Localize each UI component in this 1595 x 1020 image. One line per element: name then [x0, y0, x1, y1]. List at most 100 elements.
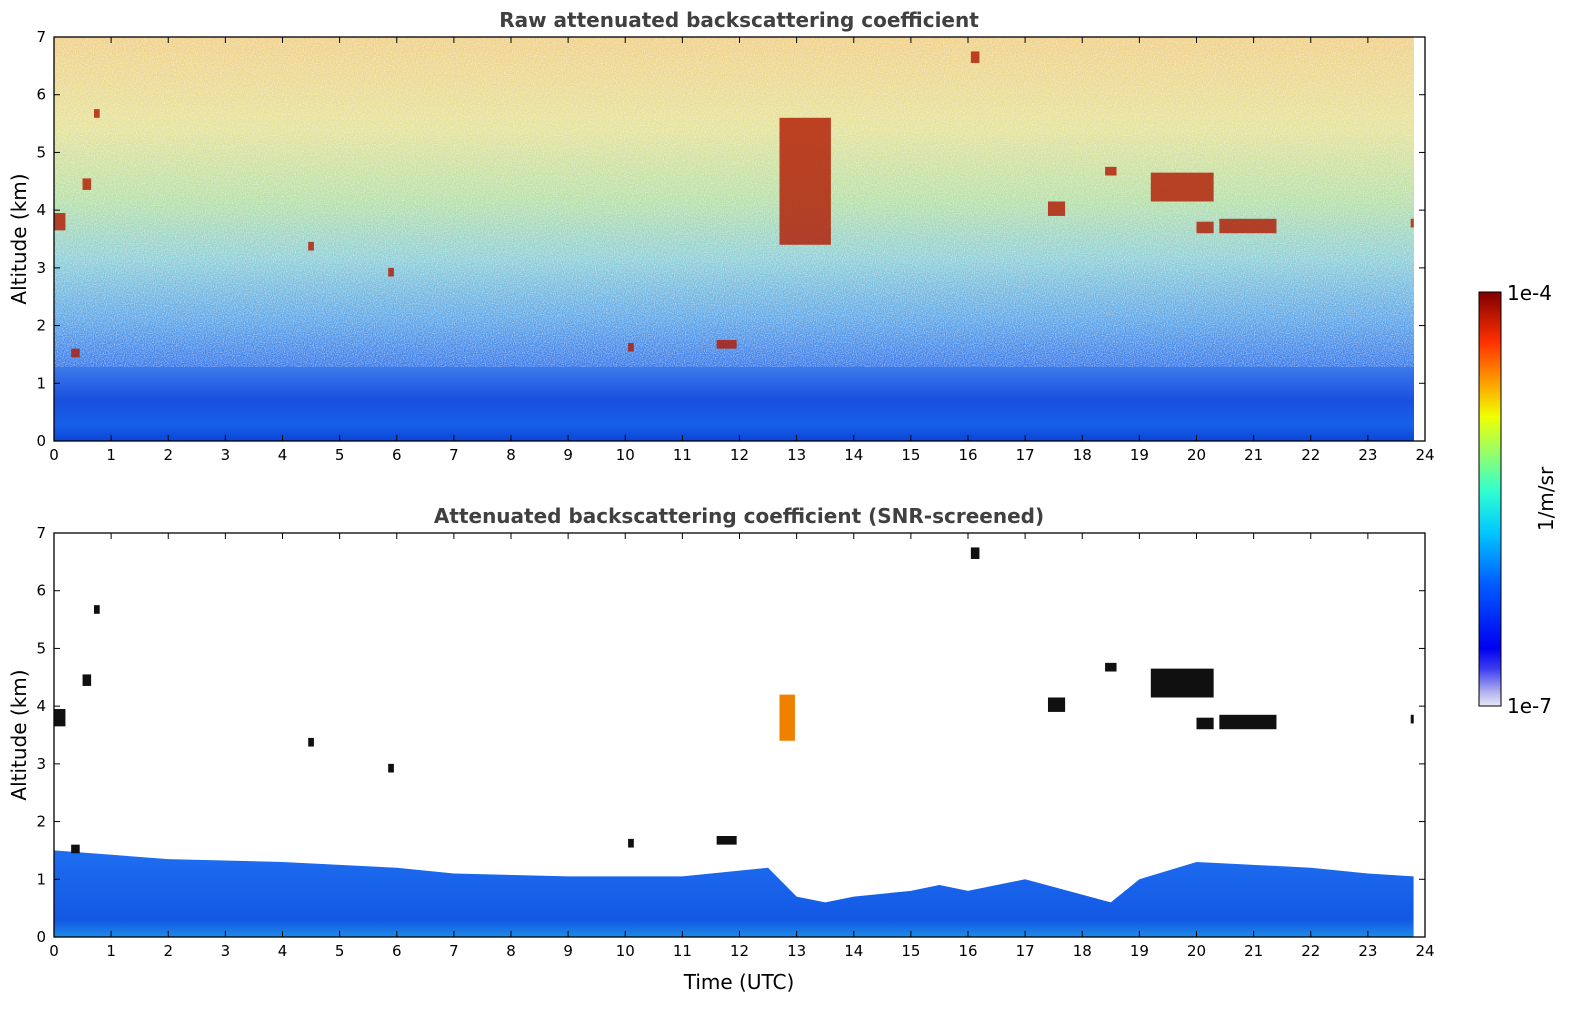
- screened-x-tick-label: 12: [730, 942, 749, 960]
- screened-y-tick-label: 1: [36, 870, 46, 888]
- raw-x-tick-label: 1: [106, 446, 116, 464]
- raw-cloud-patch: [1105, 166, 1117, 176]
- screened-x-tick-label: 14: [844, 942, 863, 960]
- raw-cloud-patch: [1410, 218, 1414, 228]
- raw-x-tick-label: 20: [1187, 446, 1206, 464]
- screened-x-tick-label: 11: [673, 942, 692, 960]
- screened-x-tick-label: 8: [506, 942, 516, 960]
- screened-cloud-patch: [1047, 697, 1066, 712]
- screened-x-tick-label: 23: [1358, 942, 1377, 960]
- screened-cloud-patch: [1196, 717, 1214, 730]
- raw-y-tick-label: 7: [36, 28, 46, 46]
- screened-x-tick-label: 1: [106, 942, 116, 960]
- screened-cloud-patch: [1219, 714, 1277, 730]
- raw-y-tick-label: 2: [36, 317, 46, 335]
- colorbar-min-label: 1e-7: [1507, 694, 1552, 718]
- screened-x-tick-label: 7: [449, 942, 459, 960]
- screened-x-tick-label: 24: [1415, 942, 1434, 960]
- screened-cloud-patch: [54, 709, 66, 727]
- raw-cloud-patch: [1219, 218, 1277, 234]
- colorbar: 1e-4 1e-7 1/m/sr: [1478, 281, 1558, 718]
- raw-x-tick-label: 24: [1415, 446, 1434, 464]
- screened-x-tick-label: 4: [278, 942, 288, 960]
- screened-y-tick-label: 5: [36, 639, 46, 657]
- raw-heatmap-noise: [54, 37, 1414, 367]
- raw-x-tick-label: 22: [1301, 446, 1320, 464]
- raw-x-tick-label: 3: [221, 446, 231, 464]
- screened-cloud-patch: [970, 547, 980, 559]
- raw-cloud-patch: [779, 117, 831, 245]
- raw-cloud-patch: [54, 213, 66, 231]
- raw-cloud-patch: [388, 267, 394, 277]
- colorbar-label: 1/m/sr: [1534, 466, 1558, 531]
- raw-cloud-patch: [628, 342, 634, 352]
- raw-x-tick-label: 9: [563, 446, 573, 464]
- raw-x-axis: 0 1 2 3 4 5 6 7 8 9 10 11 12 13 14 15 16 17 18 19 20 21 22 23 24: [49, 37, 1435, 464]
- screened-cloud-patch: [308, 737, 314, 747]
- screened-x-tick-label: 3: [221, 942, 231, 960]
- screened-x-tick-label: 0: [49, 942, 59, 960]
- screened-cloud-patch: [82, 674, 92, 686]
- raw-y-axis-label: Altitude (km): [7, 173, 31, 304]
- screened-x-tick-label: 18: [1073, 942, 1092, 960]
- raw-x-tick-label: 23: [1358, 446, 1377, 464]
- raw-x-tick-label: 15: [901, 446, 920, 464]
- screened-cloud-patch: [71, 844, 80, 854]
- raw-y-tick-label: 0: [36, 432, 46, 450]
- raw-x-tick-label: 0: [49, 446, 59, 464]
- screened-x-tick-label: 2: [163, 942, 173, 960]
- raw-x-tick-label: 14: [844, 446, 863, 464]
- raw-x-tick-label: 12: [730, 446, 749, 464]
- screened-x-tick-label: 16: [958, 942, 977, 960]
- screened-x-axis: 0 1 2 3 4 5 6 7 8 9 10 11 12 13 14 15 16 17 18 19 20 21 22 23 24: [49, 533, 1435, 960]
- screened-y-tick-label: 2: [36, 813, 46, 831]
- raw-cloud-features: [54, 51, 1414, 358]
- x-axis-label: Time (UTC): [683, 970, 795, 994]
- screened-y-tick-label: 0: [36, 928, 46, 946]
- raw-cloud-patch: [93, 109, 100, 118]
- raw-x-tick-label: 6: [392, 446, 402, 464]
- raw-y-tick-label: 5: [36, 143, 46, 161]
- raw-cloud-patch: [82, 178, 92, 190]
- screened-x-tick-label: 19: [1130, 942, 1149, 960]
- raw-backscatter-panel: Raw attenuated backscattering coefficien…: [7, 8, 1435, 464]
- raw-x-tick-label: 18: [1073, 446, 1092, 464]
- raw-x-tick-label: 5: [335, 446, 345, 464]
- raw-cloud-patch: [1150, 172, 1214, 202]
- screened-x-tick-label: 13: [787, 942, 806, 960]
- raw-x-tick-label: 21: [1244, 446, 1263, 464]
- raw-y-tick-label: 3: [36, 259, 46, 277]
- screened-x-tick-label: 17: [1016, 942, 1035, 960]
- screened-y-tick-label: 3: [36, 755, 46, 773]
- raw-cloud-patch: [716, 340, 737, 349]
- screened-cloud-patch: [93, 605, 100, 614]
- raw-x-tick-label: 8: [506, 446, 516, 464]
- raw-panel-title: Raw attenuated backscattering coefficien…: [499, 8, 979, 32]
- screened-x-tick-label: 22: [1301, 942, 1320, 960]
- raw-x-tick-label: 10: [616, 446, 635, 464]
- raw-x-tick-label: 7: [449, 446, 459, 464]
- raw-x-tick-label: 11: [673, 446, 692, 464]
- raw-x-tick-label: 16: [958, 446, 977, 464]
- raw-x-tick-label: 2: [163, 446, 173, 464]
- screened-cloud-patch: [1105, 662, 1117, 672]
- screened-y-tick-label: 4: [36, 697, 46, 715]
- raw-y-tick-label: 6: [36, 86, 46, 104]
- colorbar-gradient: [1478, 291, 1502, 707]
- screened-panel-title: Attenuated backscattering coefficient (S…: [434, 504, 1044, 528]
- raw-cloud-patch: [970, 51, 980, 63]
- raw-y-tick-label: 4: [36, 201, 46, 219]
- screened-boundary-layer: [54, 850, 1414, 937]
- colorbar-max-label: 1e-4: [1507, 281, 1552, 305]
- screened-x-tick-label: 6: [392, 942, 402, 960]
- raw-x-tick-label: 4: [278, 446, 288, 464]
- screened-y-axis: 0 1 2 3 4 5 6 7: [36, 524, 1425, 946]
- raw-cloud-patch: [308, 241, 314, 251]
- screened-cloud-patch: [716, 836, 737, 845]
- snr-screened-panel: Attenuated backscattering coefficient (S…: [7, 504, 1435, 994]
- screened-x-tick-label: 5: [335, 942, 345, 960]
- screened-y-tick-label: 6: [36, 582, 46, 600]
- screened-cloud-features: [54, 547, 1414, 854]
- screened-x-tick-label: 10: [616, 942, 635, 960]
